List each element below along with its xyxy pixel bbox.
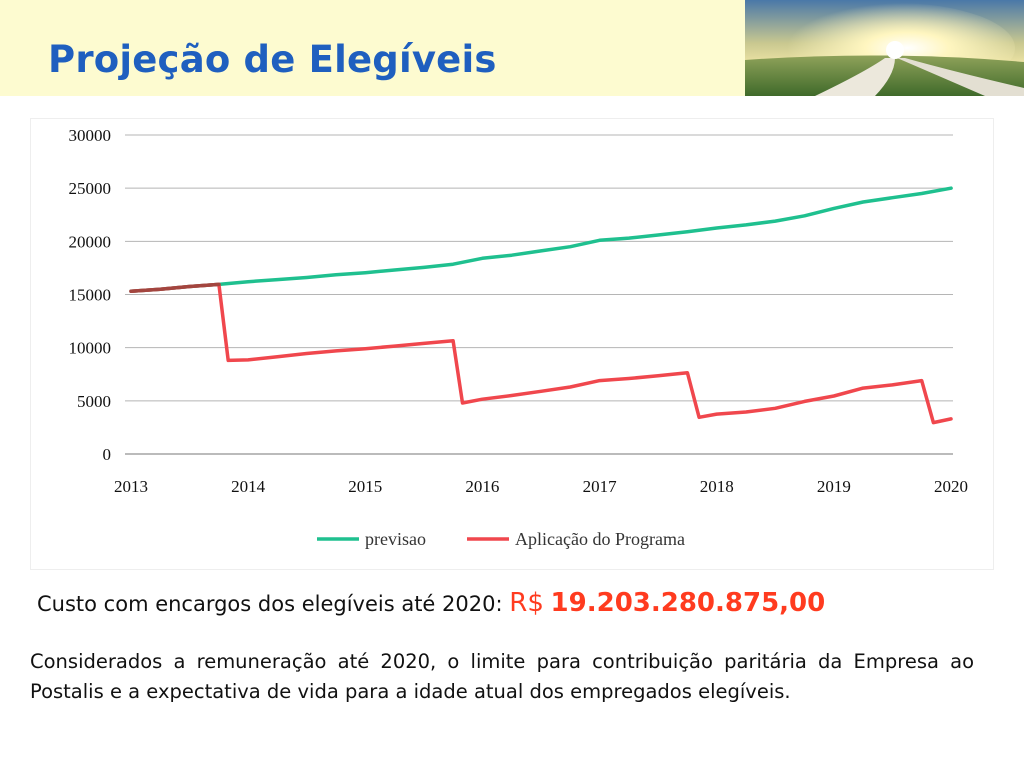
cost-value: 19.203.280.875,00	[550, 588, 826, 618]
series-line-aplicacao-do-programa	[129, 282, 953, 425]
series-overlap-segment	[129, 282, 221, 294]
y-tick-label-25000: 25000	[69, 179, 112, 198]
y-tick-label-5000: 5000	[77, 392, 111, 411]
x-tick-label-2013: 2013	[114, 477, 148, 496]
x-tick-label-2019: 2019	[817, 477, 851, 496]
x-tick-label-2020: 2020	[934, 477, 968, 496]
assumptions-note: Considerados a remuneração até 2020, o l…	[30, 650, 974, 703]
y-tick-label-20000: 20000	[69, 232, 112, 251]
legend-label-previsao: previsao	[365, 529, 426, 549]
photo-drawing	[745, 0, 1024, 96]
x-tick-label-2018: 2018	[700, 477, 734, 496]
chart-frame: 0 5000 10000 15000 20000 25000 30000 2013 2014 20…	[30, 118, 994, 570]
x-tick-label-2017: 2017	[583, 477, 618, 496]
y-tick-label-0: 0	[103, 445, 112, 464]
slide-title: Projeção de Elegíveis	[48, 38, 497, 81]
y-tick-label-10000: 10000	[69, 339, 112, 358]
cost-summary: Custo com encargos dos elegíveis até 202…	[37, 588, 825, 618]
cost-currency: R$	[509, 588, 544, 618]
x-tick-label-2015: 2015	[348, 477, 382, 496]
y-tick-label-15000: 15000	[69, 286, 112, 305]
x-tick-label-2014: 2014	[231, 477, 266, 496]
cost-label: Custo com encargos dos elegíveis até 202…	[37, 592, 503, 616]
x-tick-label-2016: 2016	[465, 477, 499, 496]
landscape-road-sunrise-photo	[745, 0, 1024, 96]
y-tick-label-30000: 30000	[69, 126, 112, 145]
line-chart: 0 5000 10000 15000 20000 25000 30000 2013 2014 20…	[69, 126, 969, 549]
series-line-previsao	[129, 186, 953, 294]
legend-label-aplicacao-do-programa: Aplicação do Programa	[515, 529, 685, 549]
title-band: Projeção de Elegíveis	[0, 0, 745, 96]
